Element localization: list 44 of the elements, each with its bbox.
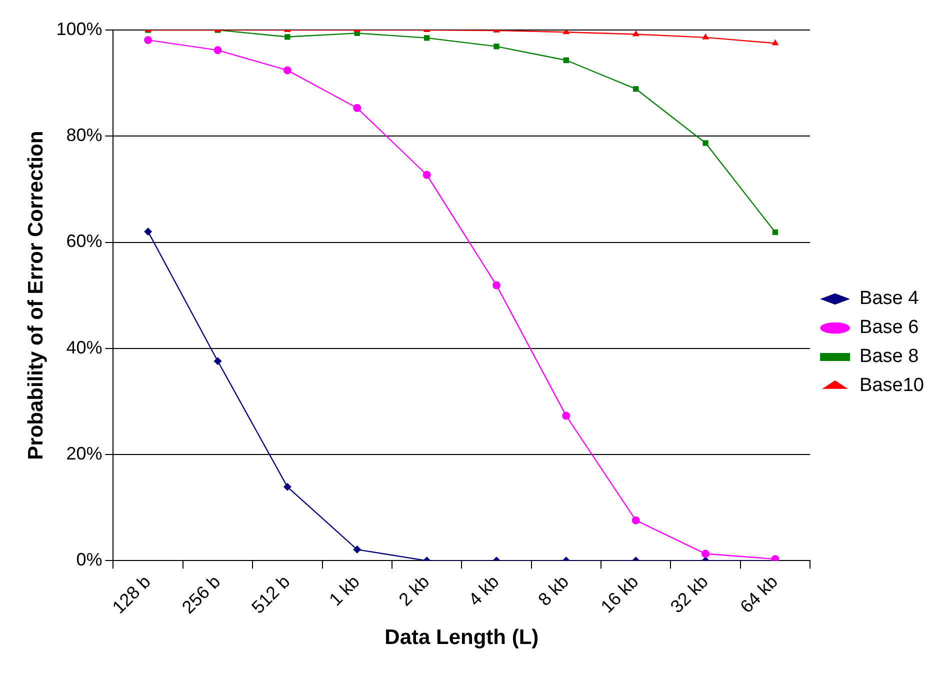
point	[494, 44, 500, 50]
point	[283, 482, 292, 491]
x-tick-label: 2 kb	[394, 572, 434, 610]
point	[214, 357, 222, 366]
point	[283, 66, 292, 74]
y-tick-label: 40%	[66, 337, 102, 358]
point	[632, 30, 640, 36]
x-axis-title: Data Length (L)	[384, 626, 539, 650]
point	[424, 35, 430, 41]
legend-label: Base10	[860, 375, 924, 396]
x-tick-label: 32 kb	[666, 572, 712, 617]
x-tick-label: 512 b	[248, 572, 294, 618]
y-axis-title: Probability of of Error Correction	[24, 130, 48, 460]
y-tick-label: 80%	[66, 125, 102, 146]
point	[633, 86, 639, 92]
point	[772, 39, 779, 46]
y-tick-label: 0%	[76, 550, 102, 570]
point	[562, 412, 570, 420]
point	[492, 281, 500, 290]
point	[284, 34, 290, 40]
x-tick-label: 8 kb	[534, 572, 573, 610]
y-tick-label: 100%	[56, 18, 102, 39]
x-tick-label: 64 kb	[736, 572, 782, 617]
point	[563, 57, 569, 64]
point	[702, 550, 710, 558]
x-tick-label: 256 b	[178, 572, 224, 618]
point	[353, 546, 362, 554]
y-tick-label: 20%	[66, 444, 102, 464]
point	[144, 36, 152, 44]
point	[144, 228, 152, 236]
point	[702, 140, 708, 146]
y-tick-label: 60%	[66, 231, 102, 252]
legend-label: Base 4	[860, 288, 920, 310]
x-tick-label: 1 kb	[325, 572, 364, 610]
point	[214, 46, 222, 54]
point	[632, 516, 640, 524]
x-tick-label: 128 b	[108, 572, 154, 618]
x-tick-label: 4 kb	[464, 572, 503, 610]
point	[422, 170, 431, 179]
point	[772, 229, 778, 236]
point	[353, 104, 362, 112]
legend-label: Base 6	[860, 317, 919, 338]
legend-label: Base 8	[860, 346, 919, 368]
x-tick-label: 16 kb	[596, 572, 642, 617]
